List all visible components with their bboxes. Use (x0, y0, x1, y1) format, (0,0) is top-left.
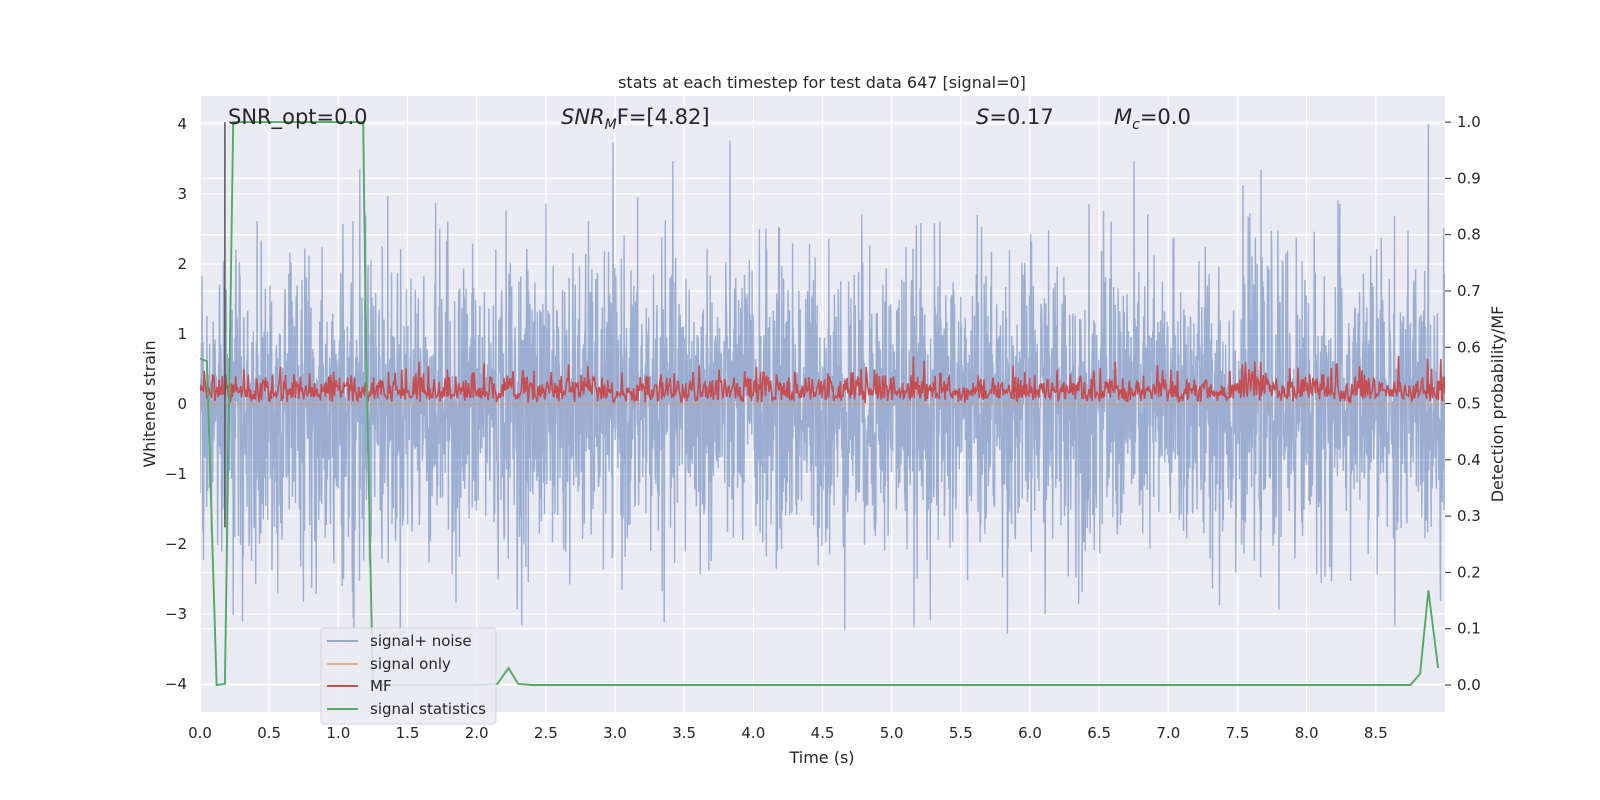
y-right-tick-label: 0.0 (1457, 676, 1481, 694)
y-tick-label: 3 (177, 185, 187, 203)
x-tick-label: 8.5 (1364, 724, 1388, 742)
mc-sub: c (1132, 117, 1140, 133)
x-axis-label: Time (s) (788, 748, 854, 767)
y-right-tick-label: 0.7 (1457, 282, 1481, 300)
x-tick-label: 4.0 (741, 724, 765, 742)
s-var: S (976, 105, 989, 129)
x-tick-label: 1.5 (396, 724, 420, 742)
y-tick-label: −1 (165, 465, 187, 483)
snr-mf-prefix: SNR (561, 105, 605, 129)
y-right-tick-label: 0.9 (1457, 169, 1481, 187)
y-right-tick-label: 1.0 (1457, 113, 1481, 131)
snr-mf-suffix: F=[4.82] (617, 105, 710, 129)
x-tick-label: 8.0 (1295, 724, 1319, 742)
x-tick-label: 7.5 (1226, 724, 1250, 742)
y-tick-label: 4 (177, 115, 187, 133)
annotation-mc: Mc=0.0 (1114, 105, 1191, 133)
y-tick-label: −4 (165, 675, 187, 693)
y-tick-label: 2 (177, 255, 187, 273)
mc-var: M (1114, 105, 1132, 129)
x-tick-label: 6.5 (1087, 724, 1111, 742)
y-tick-label: −3 (165, 605, 187, 623)
y-right-tick-label: 0.1 (1457, 620, 1481, 638)
x-tick-label: 4.5 (811, 724, 835, 742)
annotation-snr-mf: SNRMF=[4.82] (561, 105, 710, 133)
legend-label-signal-noise: signal+ noise (370, 632, 472, 650)
x-tick-label: 3.0 (603, 724, 627, 742)
y-right-tick-label: 0.6 (1457, 338, 1481, 356)
y-right-tick-label: 0.3 (1457, 507, 1481, 525)
x-tick-label: 1.0 (326, 724, 350, 742)
x-tick-label: 0.0 (188, 724, 212, 742)
series-mf (200, 355, 1445, 405)
chart-title: stats at each timestep for test data 647… (618, 73, 1026, 92)
x-tick-label: 2.5 (534, 724, 558, 742)
annotation-s: S=0.17 (976, 105, 1054, 129)
legend: signal+ noise signal only MF signal stat… (320, 627, 497, 725)
snr-mf-sub: M (605, 117, 617, 133)
x-tick-label: 2.0 (465, 724, 489, 742)
mc-val: =0.0 (1140, 105, 1191, 129)
s-val: =0.17 (989, 105, 1053, 129)
legend-label-mf: MF (370, 677, 392, 695)
legend-label-signal-statistics: signal statistics (370, 700, 486, 718)
y-axis-ticks: 4 3 2 1 0 −1 −2 −3 −4 (165, 115, 187, 693)
x-tick-label: 7.0 (1156, 724, 1180, 742)
x-tick-label: 6.0 (1018, 724, 1042, 742)
y-right-tick-label: 0.8 (1457, 226, 1481, 244)
legend-box (320, 627, 497, 725)
y-right-tick-label: 0.5 (1457, 395, 1481, 413)
y-right-axis-ticks: 1.0 0.9 0.8 0.7 0.6 0.5 0.4 0.3 0.2 0.1 0.0 (1445, 113, 1481, 694)
annotation-snr-opt: SNR_opt=0.0 (228, 105, 368, 130)
x-tick-label: 5.0 (880, 724, 904, 742)
y-right-tick-label: 0.2 (1457, 563, 1481, 581)
y-tick-label: −2 (165, 535, 187, 553)
series-signal-noise (200, 123, 1445, 653)
x-axis-ticks: 0.0 0.5 1.0 1.5 2.0 2.5 3.0 3.5 4.0 4.5 5.0 5.5 6.0 6… (188, 724, 1388, 742)
y-tick-label: 1 (177, 325, 187, 343)
y-right-axis-label: Detection probability/MF (1488, 306, 1507, 503)
legend-label-signal-only: signal only (370, 655, 451, 673)
y-tick-label: 0 (177, 395, 187, 413)
x-tick-label: 5.5 (949, 724, 973, 742)
x-tick-label: 0.5 (257, 724, 281, 742)
y-axis-label: Whitened strain (140, 340, 159, 467)
x-tick-label: 3.5 (672, 724, 696, 742)
y-right-tick-label: 0.4 (1457, 451, 1481, 469)
